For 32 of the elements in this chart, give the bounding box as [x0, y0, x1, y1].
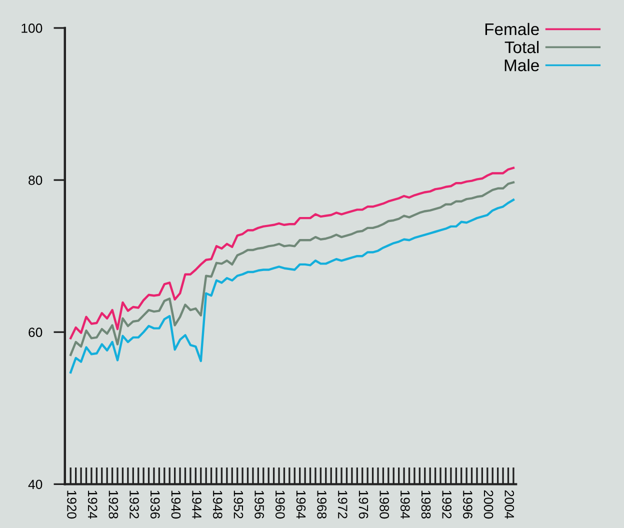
y-tick-label: 60	[28, 328, 42, 338]
y-tick-label: 80	[28, 176, 42, 185]
legend-label: Total	[504, 40, 539, 54]
x-tick-label: 1972	[338, 490, 348, 518]
x-tick-label: 1940	[171, 490, 181, 519]
line-series	[70, 198, 515, 374]
x-tick-label: 1932	[130, 490, 139, 518]
y-tick-label: 100	[22, 24, 42, 33]
x-tick-label: 1956	[254, 490, 264, 519]
x-tick-label: 1964	[296, 490, 306, 519]
x-tick-label: 1920	[67, 490, 76, 519]
x-tick-label: 1996	[463, 490, 472, 519]
x-tick-label: 2004	[504, 490, 514, 519]
x-tick-label: 1984	[400, 490, 410, 519]
x-tick-label: 1924	[88, 490, 98, 519]
x-tick-label: 1952	[234, 490, 244, 518]
x-tick-label: 1988	[421, 490, 431, 519]
line-series	[70, 166, 515, 340]
legend-label: Male	[504, 58, 539, 72]
x-tick-label: 1944	[192, 490, 202, 519]
x-tick-label: 1980	[380, 490, 390, 519]
y-tick-label: 40	[28, 480, 42, 490]
x-tick-label: 1936	[150, 490, 160, 519]
x-tick-label: 1960	[275, 490, 285, 519]
line-series	[70, 181, 515, 356]
x-tick-label: 1968	[317, 490, 326, 519]
x-tick-label: 1992	[442, 490, 452, 518]
x-tick-label: 1928	[108, 490, 118, 519]
x-tick-label: 1948	[212, 490, 222, 519]
legend-label: Female	[485, 22, 539, 36]
x-tick-label: 2000	[484, 490, 494, 519]
x-tick-label: 1976	[358, 490, 368, 519]
